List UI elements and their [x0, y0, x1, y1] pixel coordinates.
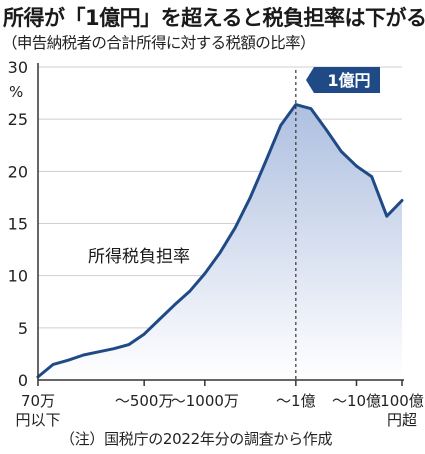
x-tick-label: 70万円以下	[15, 392, 60, 429]
data-point	[97, 350, 100, 353]
data-point	[355, 164, 358, 168]
data-point	[249, 196, 252, 199]
data-point	[127, 343, 131, 346]
source-note: （注）国税庁の2022年分の調査から作成	[60, 430, 333, 448]
data-point	[370, 175, 373, 178]
y-unit-label: %	[9, 83, 23, 101]
data-point	[52, 363, 55, 366]
data-point	[279, 124, 282, 127]
data-point	[234, 226, 237, 229]
x-tick-label: ～500万	[115, 392, 174, 410]
chart-subtitle: （申告納税者の合計所得に対する税額の比率）	[2, 34, 316, 52]
x-tick-label: ～1000万	[171, 392, 239, 410]
data-point	[173, 303, 176, 307]
data-point	[188, 290, 191, 293]
data-point	[309, 107, 313, 110]
data-point	[82, 353, 85, 357]
y-tick-label: 30	[8, 58, 28, 77]
area-fill	[38, 104, 402, 380]
label-layer: 所得税負担率	[88, 247, 190, 267]
y-tick-label: 0	[18, 371, 28, 390]
data-point	[385, 215, 388, 218]
y-tick-label: 10	[8, 267, 28, 286]
data-point	[325, 128, 328, 131]
y-tick-label: 5	[18, 319, 28, 338]
data-point	[67, 359, 70, 362]
data-point	[203, 272, 206, 275]
x-tick-label: 100億円超	[380, 392, 424, 429]
x-tick-label: ～10億	[332, 392, 381, 410]
data-point	[400, 199, 404, 202]
data-point	[264, 160, 267, 164]
marker-label: 1億円	[327, 71, 370, 90]
y-tick-label: 15	[8, 215, 28, 234]
data-point	[112, 347, 116, 350]
y-tick-label: 25	[8, 110, 28, 129]
data-point	[294, 103, 297, 106]
chart-title: 所得が「1億円」を超えると税負担率は下がる	[3, 6, 425, 30]
x-tick-label: ～1億	[276, 392, 316, 410]
axes: 0 5 10 15 20 25 30% 70万円以下 ～500万～1000万 ～1億 ～10億 100…	[8, 58, 424, 429]
data-point	[143, 332, 146, 336]
marker-layer: 1億円	[295, 67, 380, 380]
marker-callout	[306, 67, 380, 93]
data-point	[340, 150, 343, 153]
data-point	[218, 251, 222, 254]
area-layer	[36, 103, 404, 380]
series-label: 所得税負担率	[88, 247, 190, 267]
y-tick-label: 20	[8, 162, 28, 181]
data-point	[158, 318, 161, 321]
